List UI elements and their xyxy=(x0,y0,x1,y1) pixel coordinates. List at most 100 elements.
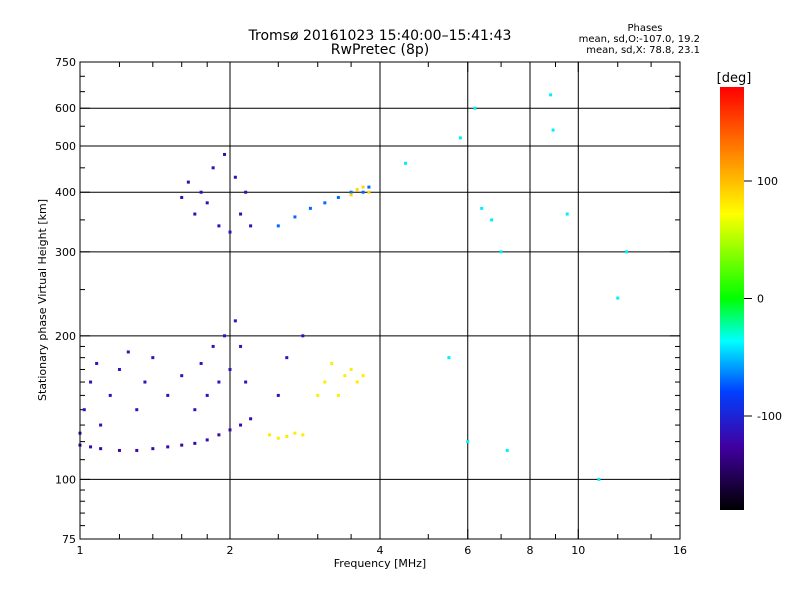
colorbar xyxy=(720,87,744,510)
data-point xyxy=(239,212,243,216)
x-axis-label: Frequency [MHz] xyxy=(334,557,426,570)
chart-title: Tromsø 20161023 15:40:00–15:41:43 xyxy=(248,28,512,44)
data-point xyxy=(361,374,365,378)
data-point xyxy=(361,185,365,189)
x-tick-label: 4 xyxy=(377,544,384,557)
y-tick-label: 750 xyxy=(55,56,76,69)
x-tick-label: 16 xyxy=(673,544,687,557)
data-point xyxy=(205,393,209,397)
y-tick-label: 600 xyxy=(55,102,76,115)
data-point xyxy=(447,356,451,360)
data-point xyxy=(473,106,477,110)
data-point xyxy=(355,188,359,192)
data-point xyxy=(505,448,509,452)
data-point xyxy=(625,250,629,254)
stats-header: Phases xyxy=(627,23,662,34)
data-point xyxy=(205,438,209,442)
data-point xyxy=(458,136,462,140)
data-point xyxy=(151,447,155,451)
data-point xyxy=(95,361,99,365)
data-point xyxy=(316,393,320,397)
data-point xyxy=(211,166,215,170)
data-point xyxy=(135,448,139,452)
data-point xyxy=(193,441,197,445)
data-points xyxy=(78,93,629,481)
colorbar-tick-label: 0 xyxy=(757,293,764,306)
data-point xyxy=(249,417,253,421)
data-point xyxy=(99,447,103,451)
stats-line-x: mean, sd,X: 78.8, 23.1 xyxy=(586,45,700,56)
data-point xyxy=(285,435,289,439)
x-tick-label: 8 xyxy=(527,544,534,557)
data-point xyxy=(117,367,121,371)
data-point xyxy=(239,344,243,348)
data-point xyxy=(276,436,280,440)
data-point xyxy=(228,230,232,234)
grid-lines xyxy=(80,62,680,539)
plot-frame xyxy=(79,61,681,540)
data-point xyxy=(301,334,305,338)
data-point xyxy=(323,201,327,205)
data-point xyxy=(244,190,248,194)
data-point xyxy=(217,433,221,437)
y-tick-label: 200 xyxy=(55,330,76,343)
data-point xyxy=(336,195,340,199)
data-point xyxy=(361,190,365,194)
data-point xyxy=(466,440,470,444)
data-point xyxy=(180,443,184,447)
x-tick-label: 10 xyxy=(571,544,585,557)
data-point xyxy=(117,448,121,452)
data-point xyxy=(223,152,227,156)
data-point xyxy=(551,128,555,132)
colorbar-tick-label: -100 xyxy=(757,410,782,423)
y-axis-label: Stationary phase Virtual Height [km] xyxy=(36,199,49,401)
data-point xyxy=(355,380,359,384)
colorbar-tick-label: 100 xyxy=(757,175,778,188)
data-point xyxy=(99,423,103,427)
x-tick-label: 2 xyxy=(227,544,234,557)
data-point xyxy=(499,250,503,254)
data-point xyxy=(480,206,484,210)
stats-line-o: mean, sd,O:-107.0, 19.2 xyxy=(579,34,700,45)
data-point xyxy=(285,356,289,360)
y-tick-label: 400 xyxy=(55,186,76,199)
data-point xyxy=(336,393,340,397)
data-point xyxy=(205,201,209,205)
x-tick-label: 1 xyxy=(77,544,84,557)
data-point xyxy=(597,477,601,481)
data-point xyxy=(244,380,248,384)
data-point xyxy=(403,161,407,165)
data-point xyxy=(276,224,280,228)
data-point xyxy=(166,393,170,397)
data-point xyxy=(193,212,197,216)
data-point xyxy=(323,380,327,384)
data-point xyxy=(217,380,221,384)
y-tick-label: 300 xyxy=(55,246,76,259)
data-point xyxy=(108,393,112,397)
data-point xyxy=(293,431,297,435)
data-point xyxy=(233,175,237,179)
axis-ticks: 1 2 4 6 8 10 16 75 100 200 300 400 500 600 750 xyxy=(55,56,687,557)
data-point xyxy=(565,212,569,216)
data-point xyxy=(151,356,155,360)
y-tick-label: 75 xyxy=(62,533,76,546)
data-point xyxy=(293,215,297,219)
data-point xyxy=(308,206,312,210)
data-point xyxy=(367,190,371,194)
data-point xyxy=(217,224,221,228)
x-tick-label: 6 xyxy=(464,544,471,557)
colorbar-label: [deg] xyxy=(717,71,752,86)
data-point xyxy=(228,428,232,432)
data-point xyxy=(89,380,93,384)
data-point xyxy=(180,195,184,199)
data-point xyxy=(276,393,280,397)
data-point xyxy=(239,423,243,427)
data-point xyxy=(180,374,184,378)
data-point xyxy=(267,433,271,437)
data-point xyxy=(89,445,93,449)
data-point xyxy=(349,367,353,371)
data-point xyxy=(166,445,170,449)
data-point xyxy=(367,185,371,189)
y-tick-label: 100 xyxy=(55,473,76,486)
data-point xyxy=(228,367,232,371)
